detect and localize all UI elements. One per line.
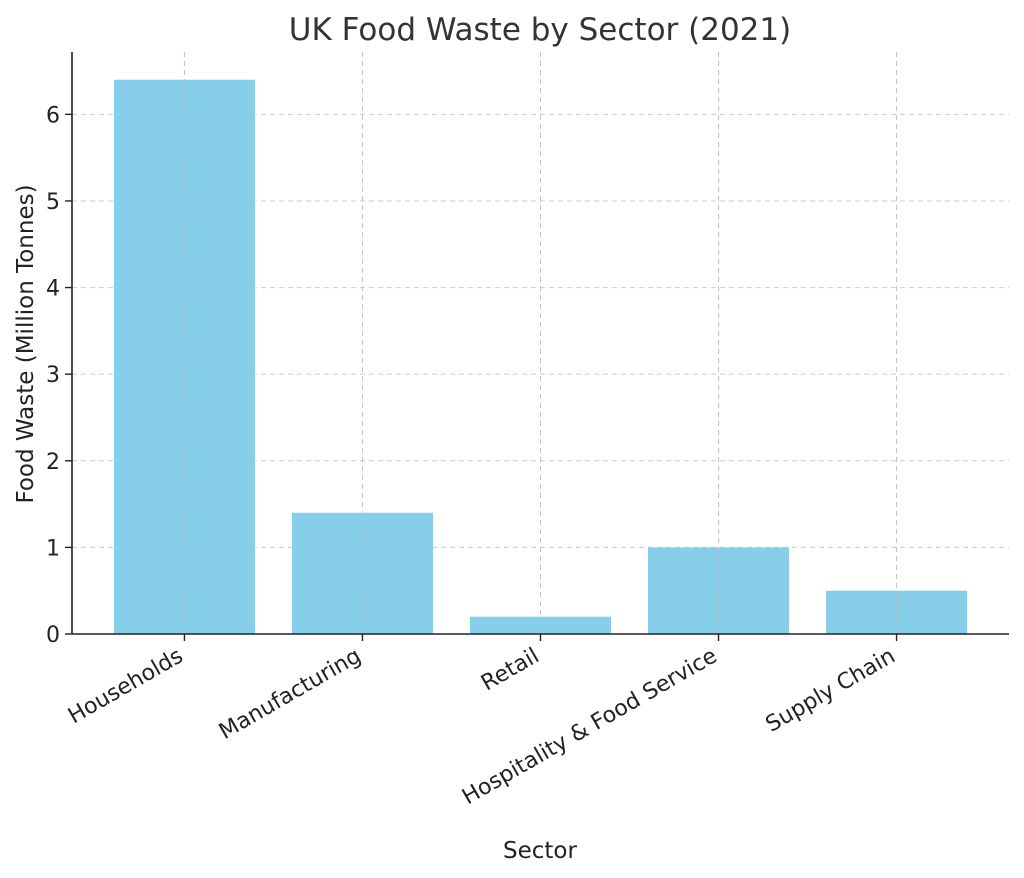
bars — [113, 52, 968, 634]
y-tick-label: 0 — [46, 623, 60, 648]
y-tick-label: 3 — [46, 363, 60, 388]
chart-title: UK Food Waste by Sector (2021) — [289, 12, 791, 48]
y-tick-label: 2 — [46, 450, 60, 475]
x-ticks: Households Manufacturing RetailHospitality… — [64, 634, 900, 810]
x-tick-label: Supply Chain — [762, 644, 900, 738]
y-ticks: 0 1 2 3 4 5 6 — [46, 103, 72, 648]
y-tick-label: 4 — [46, 277, 60, 302]
x-tick-label: Manufacturing — [215, 644, 365, 745]
x-tick-label: Households — [64, 644, 187, 730]
y-tick-label: 6 — [46, 103, 60, 128]
y-tick-label: 1 — [46, 536, 60, 561]
x-axis-label: Sector — [503, 838, 577, 864]
y-tick-label: 5 — [46, 190, 60, 215]
bar — [470, 616, 611, 634]
x-tick-label: Retail — [477, 644, 543, 697]
y-axis-label: Food Waste (Million Tonnes) — [13, 184, 39, 503]
